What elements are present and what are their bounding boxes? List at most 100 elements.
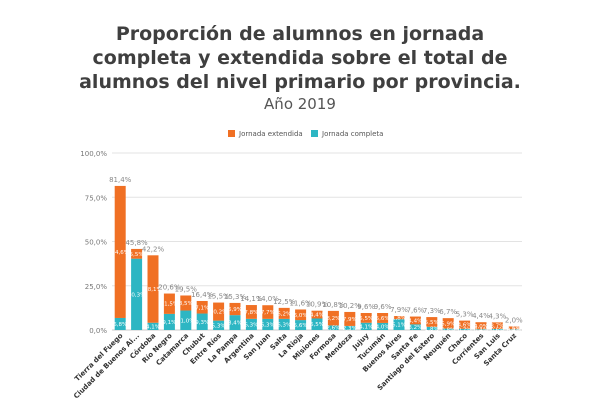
data-label-extendida: 7,7% [261,310,275,316]
data-label-completa: 4,1% [146,324,160,330]
bar-jornada-completa [409,324,421,330]
bar-jornada-extendida [278,307,290,319]
data-label-total: 11,6% [289,299,312,307]
bar-jornada-completa [491,328,503,330]
bar-jornada-completa [114,317,126,330]
bar-jornada-extendida [262,305,274,319]
bar-jornada-completa [327,325,339,330]
bar-jornada-extendida [459,320,471,329]
chart-subtitle: Año 2019 [264,95,336,113]
bar-jornada-extendida [409,316,421,325]
chart-title-line-1: Proporción de alumnos en jornada [115,23,485,45]
data-label-completa: 5,3% [212,323,226,329]
bar-jornada-extendida [180,295,192,311]
data-label-extendida: 1,6% [507,326,521,332]
data-label-extendida: 38,1% [144,287,161,293]
data-label-completa: 0,4% [507,328,521,334]
data-label-total: 7,9% [390,306,408,314]
bar-jornada-extendida [344,311,356,326]
bar-jornada-extendida [163,293,175,314]
chart-title: Proporción de alumnos en jornada complet… [0,22,600,94]
bar-jornada-completa [508,329,520,330]
data-label-extendida: 3,7% [490,324,504,330]
bar-jornada-completa [311,318,323,330]
y-tick-label: 100,0% [80,150,107,158]
bar-jornada-completa [295,320,307,330]
data-label-completa: 6,8% [113,322,127,328]
data-label-extendida: 4,4% [310,313,324,319]
bar-jornada-extendida [245,305,257,319]
data-label-extendida: 8,2% [326,316,340,322]
data-label-extendida: 5,9% [441,321,455,327]
bar-jornada-completa [131,258,143,330]
data-label-extendida: 5,5% [130,252,144,258]
data-label-extendida: 4,4% [408,318,422,324]
bar-jornada-extendida [475,322,487,330]
data-label-total: 45,8% [125,239,148,247]
y-tick-label: 50,0% [85,239,108,247]
x-tick-label: Ciudad de Buenos Ai... [72,332,141,400]
data-label-total: 15,5% [207,293,230,301]
chart-title-line-3: alumnos del nivel primario por provincia… [79,71,521,93]
bar-jornada-extendida [360,313,372,323]
bar-jornada-extendida [311,310,323,319]
y-tick-label: 0,0% [89,327,107,335]
legend-swatch-extendida [228,130,235,137]
data-label-completa: 4,1% [359,324,373,330]
bar-jornada-completa [344,325,356,330]
data-label-completa: 8,4% [228,321,242,327]
data-label-total: 9,6% [374,303,392,311]
data-label-extendida: 4,0% [474,324,488,330]
data-label-completa: 6,5% [310,322,324,328]
data-label-completa: 6,1% [392,323,406,329]
data-label-completa: 2,6% [326,326,340,332]
bar-jornada-completa [245,318,257,330]
data-label-completa: 11,0% [177,318,194,324]
data-label-extendida: 7,9% [343,317,357,323]
data-label-completa: 3,2% [408,325,422,331]
data-label-extendida: 1,8% [392,316,406,322]
bar-jornada-completa [278,318,290,330]
bar-jornada-extendida [491,322,503,329]
data-label-total: 7,6% [407,307,425,315]
bar-jornada-completa [180,310,192,330]
bar-jornada-extendida [327,310,339,326]
bar-jornada-extendida [377,313,389,323]
data-label-extendida: 74,6% [111,250,128,256]
data-label-total: 16,4% [191,291,214,299]
bar-jornada-extendida [213,302,225,321]
data-label-completa: 2,3% [343,326,357,332]
data-label-completa: 0,6% [490,327,504,333]
legend-label-completa: Jornada completa [321,130,383,138]
bar-jornada-extendida [229,302,241,316]
data-label-total: 5,3% [456,311,474,319]
data-label-total: 4,4% [472,312,490,320]
bar-jornada-completa [229,315,241,330]
bar-jornada-completa [360,322,372,330]
bar-jornada-completa [426,326,438,330]
data-label-total: 81,4% [109,176,132,184]
data-label-total: 2,0% [505,316,523,324]
data-label-total: 14,0% [257,295,280,303]
data-label-completa: 5,6% [294,323,308,329]
bar-jornada-completa [196,313,208,330]
bar-jornada-completa [163,313,175,330]
data-label-completa: 1,8% [425,326,439,332]
bar-jornada-extendida [442,318,454,329]
data-label-completa: 9,1% [162,320,176,326]
data-label-total: 14,1% [240,295,263,303]
data-label-completa: 0,8% [441,327,455,333]
data-label-total: 42,2% [142,245,165,253]
data-label-total: 9,6% [357,303,375,311]
legend-swatch-completa [311,130,318,137]
bar-jornada-extendida [196,300,208,314]
data-label-completa: 0,7% [458,327,472,333]
data-label-total: 15,3% [224,293,247,301]
bar-jornada-completa [393,319,405,330]
data-label-extendida: 5,5% [359,316,373,322]
data-label-extendida: 11,5% [161,302,178,308]
data-label-total: 10,8% [322,301,345,309]
data-label-total: 4,3% [489,312,507,320]
data-label-completa: 6,3% [277,322,291,328]
